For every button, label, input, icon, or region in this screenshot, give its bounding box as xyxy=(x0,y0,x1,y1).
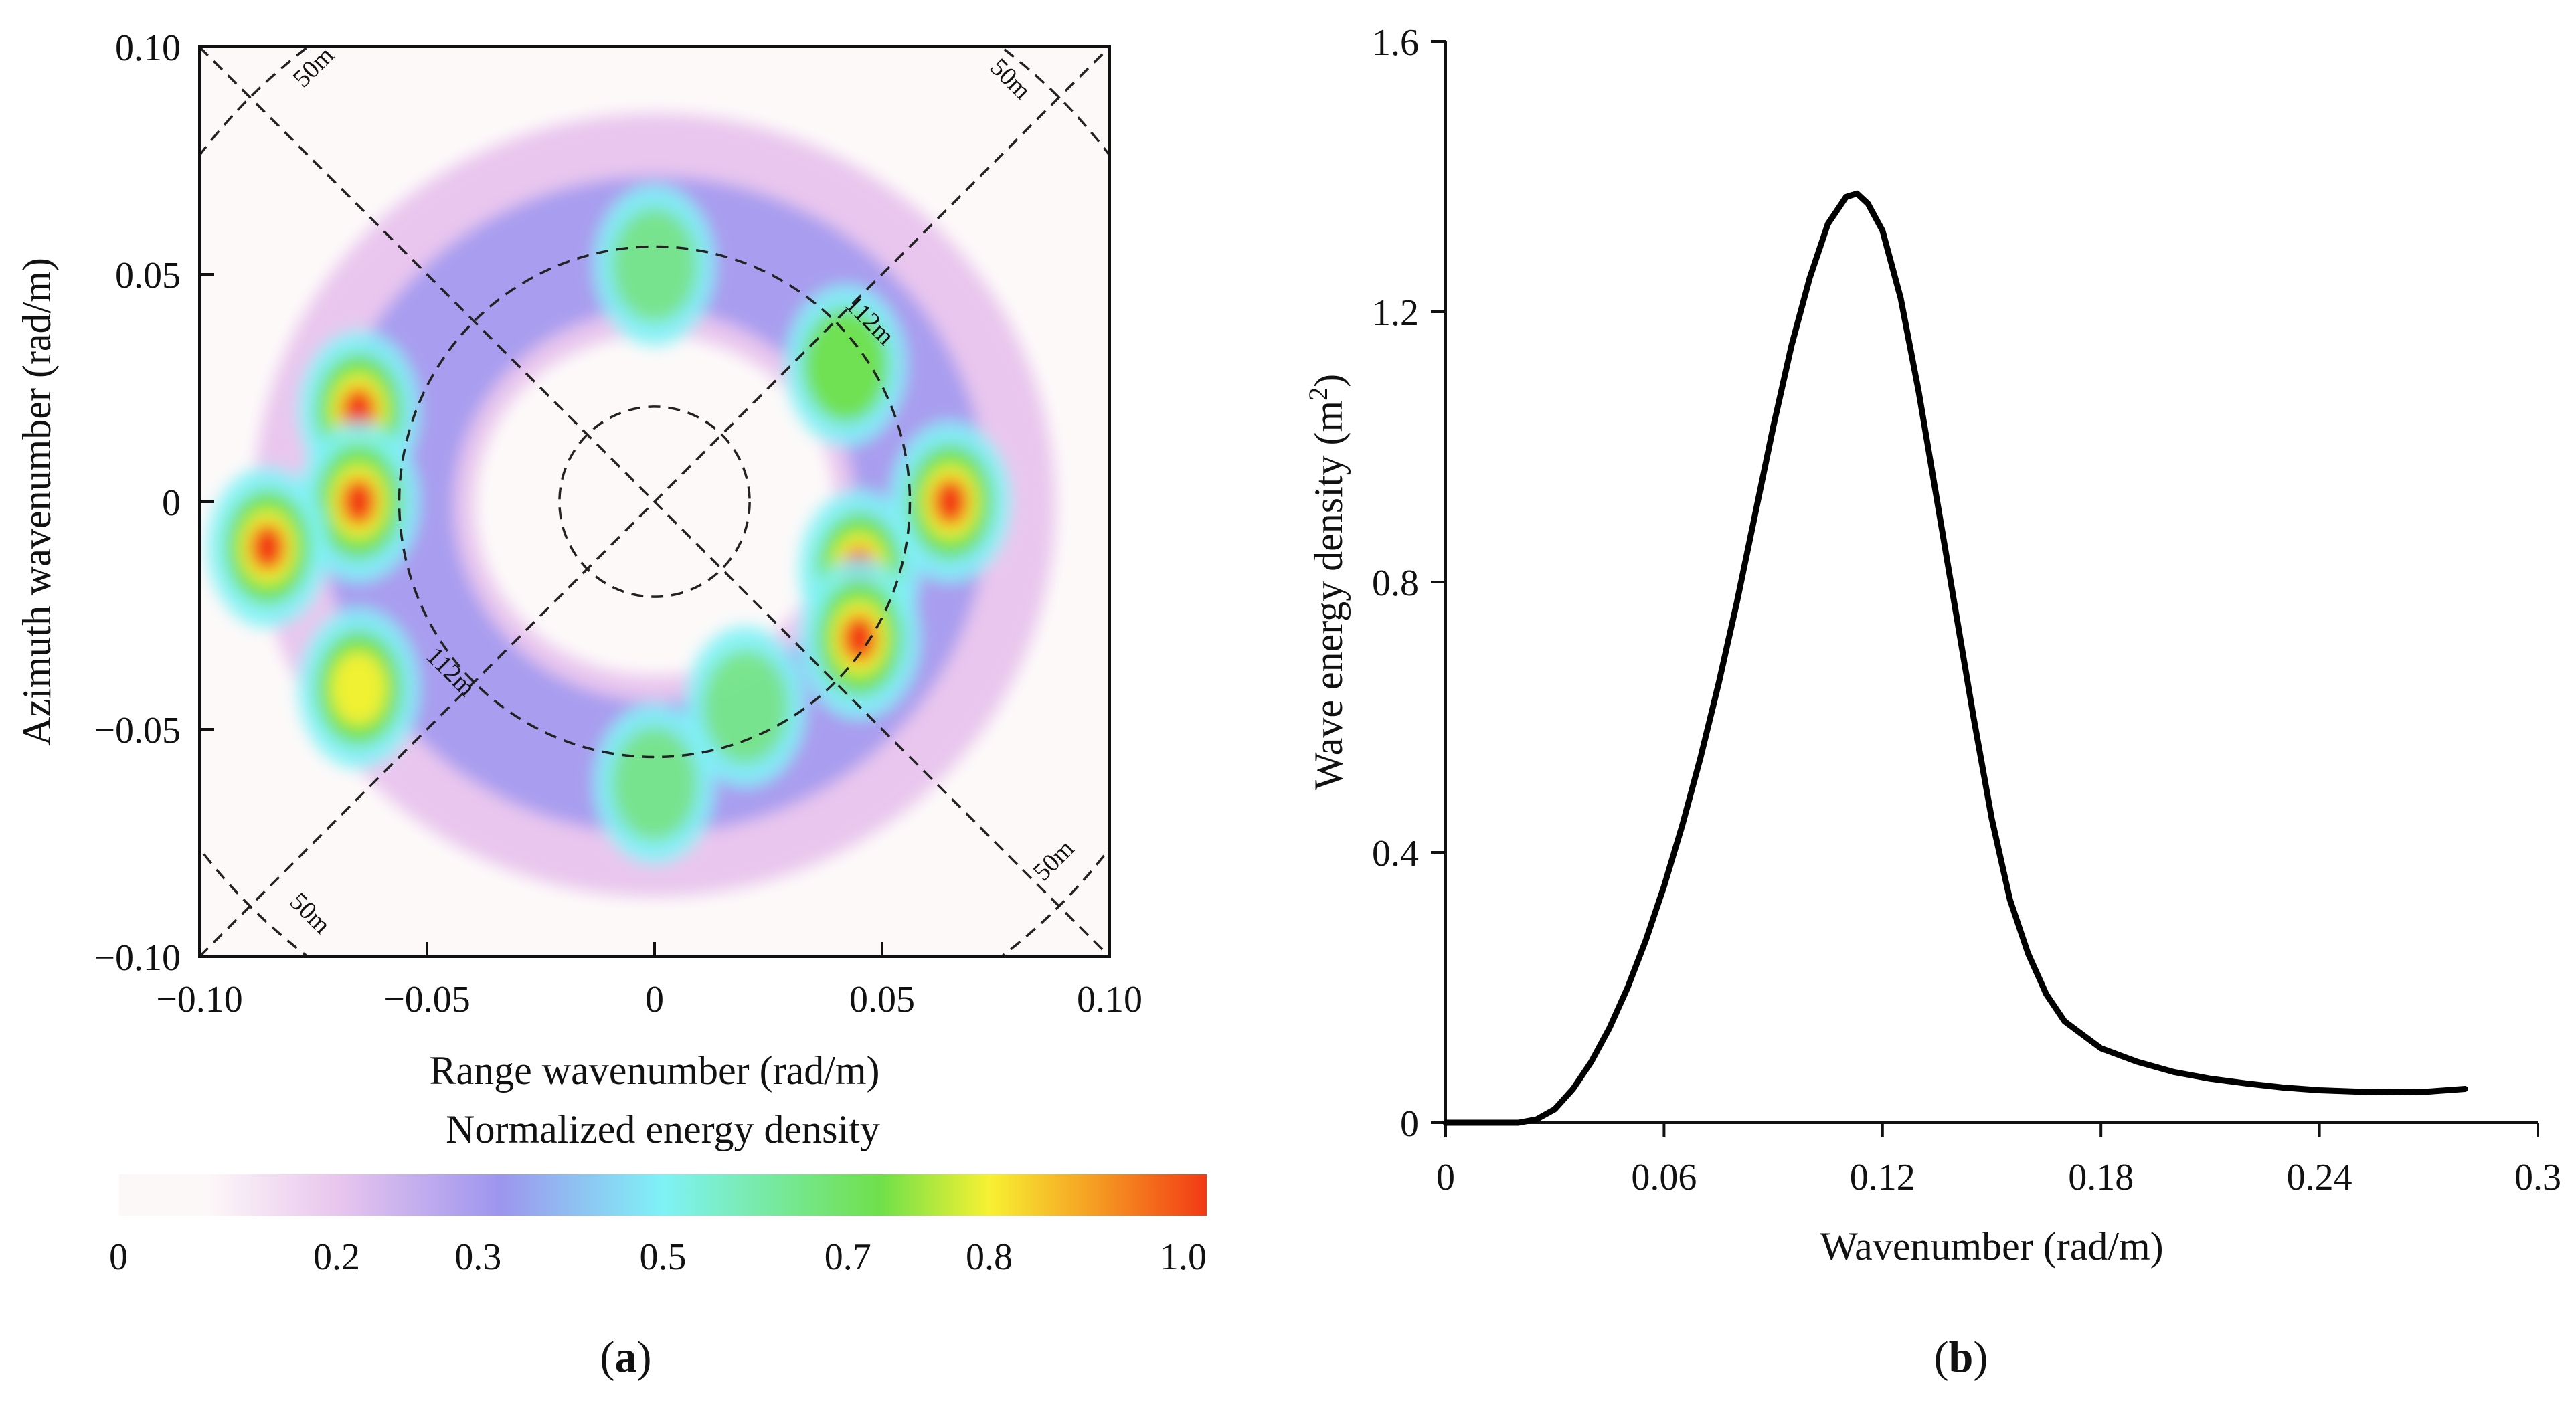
panel-b-line-chart: 0 0.06 0.12 0.18 0.24 0.3 0 0.4 0.8 1.2 1.6 Waven… xyxy=(1303,22,2562,1382)
x-tick-label-b-4: 0.24 xyxy=(2287,1157,2352,1198)
y-tick-label-a-2: 0 xyxy=(162,482,181,524)
x-tick-label-a-1: −0.05 xyxy=(383,979,470,1020)
y-tick-labels-a: −0.10 −0.05 0 0.05 0.10 xyxy=(94,27,181,979)
x-tick-label-b-2: 0.12 xyxy=(1850,1157,1915,1198)
energy-peak-3-layer-2 xyxy=(331,651,387,725)
x-tick-label-a-3: 0.05 xyxy=(849,979,915,1020)
y-tick-label-b-4: 1.6 xyxy=(1372,22,1419,64)
colorbar-title: Normalized energy density xyxy=(446,1107,880,1151)
x-tick-label-b-1: 0.06 xyxy=(1631,1157,1697,1198)
series-line-spectrum xyxy=(1442,190,2468,1126)
y-axis-label-b-close: ) xyxy=(1306,374,1351,387)
x-axis-label-b: Wavenumber (rad/m) xyxy=(1820,1224,2163,1269)
x-axis-label-a: Range wavenumber (rad/m) xyxy=(429,1048,879,1093)
colorbar-label-1: 0.2 xyxy=(313,1236,360,1278)
energy-peak-10-layer-1 xyxy=(703,650,788,763)
colorbar-label-2: 0.3 xyxy=(454,1236,501,1278)
colorbar-label-6: 1.0 xyxy=(1160,1236,1207,1278)
colorbar-label-5: 0.8 xyxy=(966,1236,1013,1278)
y-tick-labels-b: 0 0.4 0.8 1.2 1.6 xyxy=(1372,22,1419,1145)
y-tick-label-b-0: 0 xyxy=(1400,1103,1419,1145)
x-tick-labels-a: −0.10 −0.05 0 0.05 0.10 xyxy=(156,979,1142,1020)
panel-a-heatmap: 112m 112m 50m 50m 50m 50m −0.10 −0.05 0 0.0… xyxy=(15,27,1207,1382)
y-tick-label-a-3: 0.05 xyxy=(115,255,181,296)
diagonal-line-2 xyxy=(199,47,1110,957)
energy-peak-6-layer-3 xyxy=(932,478,968,525)
panel-label-b: (b) xyxy=(1934,1333,1988,1382)
colorbar-gradient xyxy=(119,1174,1207,1216)
y-tick-label-a-1: −0.05 xyxy=(94,710,181,751)
panel-label-a: (a) xyxy=(600,1333,652,1382)
wavelength-guide-lines xyxy=(199,47,1110,957)
wavelength-circle-1 xyxy=(398,245,912,759)
x-tick-label-a-2: 0 xyxy=(645,979,664,1020)
y-axis-label-b-sup: 2 xyxy=(1303,387,1333,401)
x-tick-label-a-4: 0.10 xyxy=(1077,979,1142,1020)
y-axis-label-b-text: Wave energy density (m xyxy=(1306,401,1351,790)
x-tick-label-b-0: 0 xyxy=(1436,1157,1455,1198)
y-axis-label-a: Azimuth wavenumber (rad/m) xyxy=(15,258,59,746)
colorbar-tick-labels: 0 0.2 0.3 0.5 0.7 0.8 1.0 xyxy=(109,1236,1207,1278)
axis-ticks-b xyxy=(1431,40,2539,1137)
colorbar: Normalized energy density 0 0.2 0.3 0.5 0.7 0… xyxy=(109,1107,1207,1278)
colorbar-label-3: 0.5 xyxy=(640,1236,687,1278)
y-tick-label-a-4: 0.10 xyxy=(115,27,181,69)
axis-ticks-a xyxy=(198,45,1111,958)
colorbar-label-0: 0 xyxy=(109,1236,128,1278)
energy-peak-2-layer-3 xyxy=(250,524,286,571)
y-tick-label-b-3: 1.2 xyxy=(1372,292,1419,334)
axes-b xyxy=(1444,41,2538,1124)
x-tick-labels-b: 0 0.06 0.12 0.18 0.24 0.3 xyxy=(1436,1157,2561,1198)
x-tick-label-a-0: −0.10 xyxy=(156,979,243,1020)
colorbar-label-4: 0.7 xyxy=(825,1236,871,1278)
y-tick-label-b-2: 0.8 xyxy=(1372,563,1419,604)
x-tick-label-b-3: 0.18 xyxy=(2068,1157,2134,1198)
energy-peak-5-layer-3 xyxy=(841,615,877,662)
energy-peak-9-layer-1 xyxy=(612,727,697,841)
wavelength-circle-0 xyxy=(558,405,751,598)
energy-peak-8-layer-1 xyxy=(612,208,697,322)
x-tick-label-b-5: 0.3 xyxy=(2514,1157,2561,1198)
y-tick-label-b-1: 0.4 xyxy=(1372,833,1419,874)
y-tick-label-a-0: −0.10 xyxy=(94,937,181,979)
y-axis-label-b: Wave energy density (m2) xyxy=(1303,374,1351,790)
energy-peak-1-layer-3 xyxy=(341,478,377,525)
energy-peak-7-layer-1 xyxy=(802,308,889,422)
